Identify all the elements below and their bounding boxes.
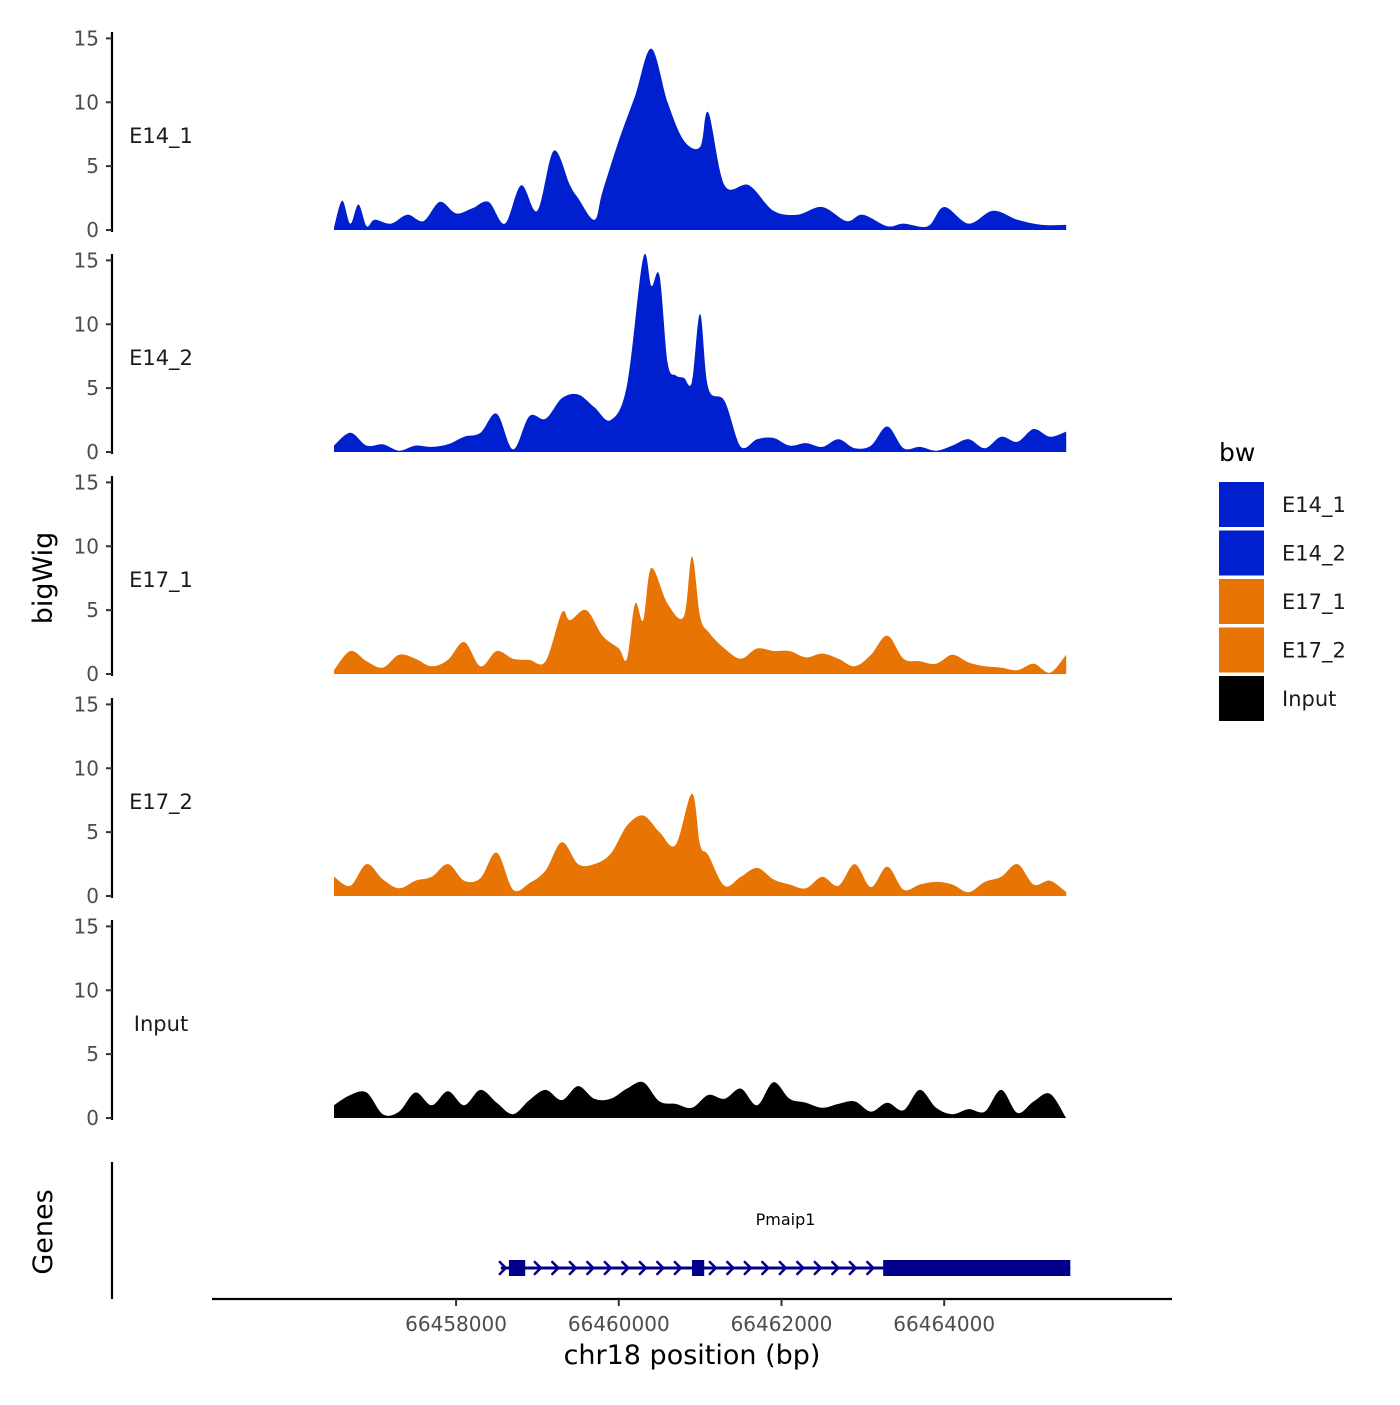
legend-label-Input: Input: [1282, 687, 1336, 711]
y-tick-label: 15: [74, 470, 99, 494]
y-tick-label: 5: [86, 820, 99, 844]
track-panel-E17_2: 0 5 10 15 E17_2: [74, 692, 1067, 908]
x-tick-label: 66464000: [893, 1312, 995, 1336]
y-axis-title: bigWig: [28, 532, 59, 625]
strand-arrow: [603, 1260, 613, 1276]
strand-arrow: [813, 1260, 823, 1276]
y-tick-label: 15: [74, 914, 99, 938]
strand-arrow: [586, 1260, 595, 1276]
track-panel-E14_2: 0 5 10 15 E14_2: [74, 248, 1067, 464]
strand-arrow: [656, 1260, 665, 1276]
coverage-tracks: 0 5 10 15 E14_1 0 5 10 15 E14_2 0 5 10 15 E17_1 0 5 10 15 E…: [74, 26, 1067, 1130]
y-tick-label: 15: [74, 248, 99, 272]
x-tick-label: 66462000: [731, 1312, 833, 1336]
strand-arrow: [673, 1260, 683, 1276]
gene-track: Pmaip1: [498, 1210, 1071, 1276]
y-tick-label: 0: [86, 662, 99, 686]
gene-track-axis-title: Genes: [28, 1189, 59, 1274]
strand-arrow: [726, 1260, 735, 1276]
y-tick-label: 0: [86, 440, 99, 464]
track-panel-Input: 0 5 10 15 Input: [74, 914, 1067, 1130]
coverage-area-E14_2: [334, 253, 1067, 452]
strand-arrow: [761, 1260, 770, 1276]
coverage-area-E17_2: [334, 793, 1067, 896]
coverage-area-E14_1: [334, 48, 1067, 230]
legend-swatch-E14_1: [1219, 482, 1264, 527]
strand-arrow: [866, 1260, 875, 1276]
track-label-E17_2: E17_2: [129, 790, 193, 815]
strand-arrow: [796, 1260, 805, 1276]
y-tick-label: 5: [86, 598, 99, 622]
y-tick-label: 10: [74, 978, 99, 1002]
gene-name-label: Pmaip1: [756, 1210, 816, 1229]
coverage-area-E17_1: [334, 556, 1067, 674]
x-axis-title: chr18 position (bp): [564, 1340, 821, 1371]
y-tick-label: 5: [86, 376, 99, 400]
y-tick-label: 10: [74, 90, 99, 114]
track-label-Input: Input: [134, 1012, 188, 1036]
track-label-E14_2: E14_2: [129, 346, 193, 371]
legend-swatch-Input: [1219, 676, 1264, 721]
coverage-area-Input: [334, 1081, 1067, 1118]
legend-label-E14_1: E14_1: [1282, 493, 1346, 518]
y-tick-label: 10: [74, 756, 99, 780]
y-tick-label: 15: [74, 692, 99, 716]
y-tick-label: 0: [86, 218, 99, 242]
y-tick-label: 10: [74, 534, 99, 558]
x-tick-label: 66460000: [568, 1312, 670, 1336]
strand-arrow: [498, 1260, 508, 1276]
legend-swatch-E14_2: [1219, 530, 1264, 576]
legend-label-E17_2: E17_2: [1282, 639, 1346, 664]
strand-arrow: [743, 1260, 753, 1276]
y-tick-label: 10: [74, 312, 99, 336]
legend: bw E14_1 E14_2 E17_1 E17_2 Input: [1219, 438, 1346, 721]
legend-title: bw: [1219, 438, 1255, 467]
y-tick-label: 0: [86, 1106, 99, 1130]
x-tick-label: 66458000: [405, 1312, 507, 1336]
gene-exon-1: [508, 1260, 526, 1276]
strand-arrow: [533, 1260, 543, 1276]
strand-arrow: [551, 1260, 560, 1276]
strand-arrow: [708, 1260, 718, 1276]
strand-arrow: [778, 1260, 788, 1276]
legend-swatch-E17_2: [1219, 627, 1264, 673]
strand-arrow: [621, 1260, 630, 1276]
y-tick-label: 0: [86, 884, 99, 908]
track-label-E17_1: E17_1: [129, 568, 193, 593]
track-panel-E14_1: 0 5 10 15 E14_1: [74, 26, 1067, 242]
gene-exon-3: [883, 1260, 1071, 1276]
strand-arrow: [568, 1260, 578, 1276]
gene-exon-2: [692, 1260, 705, 1276]
y-tick-label: 5: [86, 1042, 99, 1066]
y-tick-label: 15: [74, 26, 99, 50]
track-panel-E17_1: 0 5 10 15 E17_1: [74, 470, 1067, 686]
strand-arrow: [638, 1260, 648, 1276]
legend-swatch-E17_1: [1219, 579, 1264, 624]
strand-arrow: [848, 1260, 858, 1276]
y-tick-label: 5: [86, 154, 99, 178]
strand-arrow: [831, 1260, 840, 1276]
x-axis-ticks: 66458000 66460000 66462000 66464000: [405, 1299, 995, 1336]
track-label-E14_1: E14_1: [129, 124, 193, 149]
legend-label-E14_2: E14_2: [1282, 542, 1346, 567]
legend-label-E17_1: E17_1: [1282, 590, 1346, 615]
